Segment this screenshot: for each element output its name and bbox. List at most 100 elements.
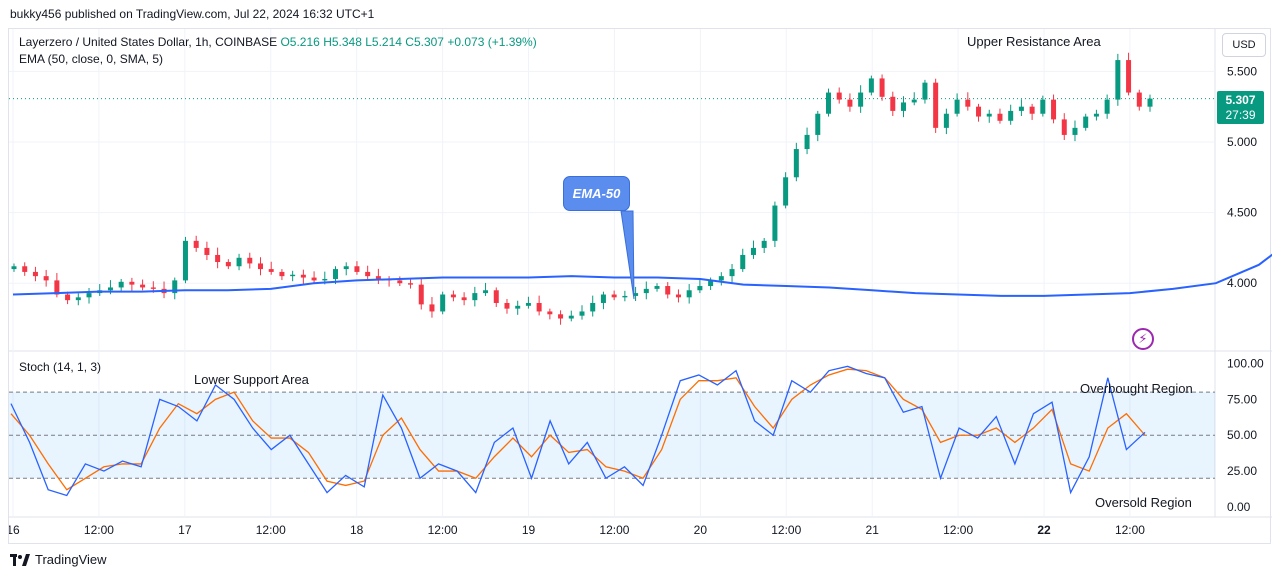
tradingview-logo-icon bbox=[10, 553, 30, 566]
symbol-name: Layerzero / United States Dollar, 1h, CO… bbox=[19, 35, 278, 49]
candle-body bbox=[1072, 127, 1078, 135]
upper-resistance-label: Upper Resistance Area bbox=[967, 34, 1101, 49]
stoch-k-line bbox=[10, 365, 1146, 497]
candle-body bbox=[911, 99, 917, 103]
stoch-tick-label: 75.00 bbox=[1227, 392, 1257, 406]
high-value: H5.348 bbox=[323, 35, 362, 49]
candle-body bbox=[804, 134, 810, 150]
candle-body bbox=[268, 269, 274, 272]
price-tick-label: 4.500 bbox=[1227, 206, 1257, 220]
ema-50-line bbox=[12, 253, 1272, 297]
candle-body bbox=[986, 113, 992, 117]
candle-body bbox=[172, 280, 178, 294]
stoch-tick-label: 0.00 bbox=[1227, 500, 1251, 514]
candle-body bbox=[225, 262, 231, 267]
time-tick-label: 18 bbox=[350, 523, 364, 537]
ema-callout-pointer bbox=[620, 210, 635, 300]
candle-body bbox=[354, 266, 360, 272]
candle-body bbox=[483, 290, 489, 294]
time-tick-label: 22 bbox=[1037, 523, 1051, 537]
price-tick-label: 5.500 bbox=[1227, 64, 1257, 78]
bar-countdown: 27:39 bbox=[1225, 108, 1256, 122]
candle-body bbox=[43, 276, 49, 281]
candle-body bbox=[922, 82, 928, 100]
candle-body bbox=[429, 304, 435, 312]
time-tick-label: 20 bbox=[694, 523, 708, 537]
chart-frame[interactable]: 16 12:00 17 12:00 18 12:00 19 12:00 20 12:00 21 12:… bbox=[8, 28, 1272, 545]
candle-body bbox=[858, 92, 864, 107]
candle-body bbox=[825, 92, 831, 114]
candle-body bbox=[643, 288, 649, 294]
candle-body bbox=[686, 290, 692, 298]
candle-body bbox=[654, 286, 660, 289]
candle-body bbox=[815, 113, 821, 135]
candle-body bbox=[933, 82, 939, 128]
candle-body bbox=[343, 266, 349, 270]
candle-body bbox=[1104, 99, 1110, 114]
change-value: +0.073 (+1.39%) bbox=[447, 35, 537, 49]
publisher-bar: bukky456 published on TradingView.com, J… bbox=[0, 0, 1281, 28]
candle-body bbox=[965, 99, 971, 107]
open-value: O5.216 bbox=[280, 35, 320, 49]
candle-body bbox=[901, 102, 907, 111]
candle-body bbox=[750, 247, 756, 255]
time-tick-label: 12:00 bbox=[771, 523, 801, 537]
last-price: 5.307 bbox=[1225, 93, 1256, 107]
tradingview-brand: TradingView bbox=[35, 552, 107, 567]
candle-body bbox=[204, 247, 210, 255]
candle-body bbox=[322, 278, 328, 281]
ema-legend[interactable]: EMA (50, close, 0, SMA, 5) bbox=[19, 52, 164, 66]
candle-body bbox=[193, 240, 199, 248]
stoch-tick-label: 50.00 bbox=[1227, 428, 1257, 442]
candle-body bbox=[1136, 92, 1142, 107]
candle-body bbox=[943, 113, 949, 128]
candle-body bbox=[761, 240, 767, 248]
lightning-icon[interactable]: ⚡ bbox=[1132, 328, 1154, 350]
candle-body bbox=[461, 297, 467, 301]
candle-body bbox=[997, 113, 1003, 121]
time-tick-label: 12:00 bbox=[1115, 523, 1145, 537]
oversold-label: Oversold Region bbox=[1095, 495, 1192, 510]
candle-body bbox=[311, 277, 317, 281]
candle-body bbox=[300, 274, 306, 278]
candle-body bbox=[11, 266, 17, 270]
symbol-legend: Layerzero / United States Dollar, 1h, CO… bbox=[19, 35, 537, 49]
time-tick-label: 12:00 bbox=[84, 523, 114, 537]
candle-body bbox=[697, 286, 703, 291]
candle-body bbox=[22, 266, 28, 272]
candle-body bbox=[536, 302, 542, 312]
time-tick-label: 12:00 bbox=[599, 523, 629, 537]
candle-body bbox=[1083, 116, 1089, 128]
publisher-text: bukky456 published on TradingView.com, J… bbox=[10, 7, 375, 21]
candle-body bbox=[215, 254, 221, 263]
tradingview-footer[interactable]: TradingView bbox=[10, 552, 107, 567]
candle-body bbox=[868, 78, 874, 93]
candle-body bbox=[182, 240, 188, 281]
candle-body bbox=[75, 297, 81, 301]
close-value: C5.307 bbox=[405, 35, 444, 49]
stoch-legend[interactable]: Stoch (14, 1, 3) bbox=[19, 360, 102, 374]
candle-body bbox=[65, 294, 71, 301]
price-tick-label: 5.000 bbox=[1227, 135, 1257, 149]
candle-body bbox=[622, 295, 628, 298]
candle-body bbox=[708, 280, 714, 287]
candle-body bbox=[32, 271, 38, 277]
candle-body bbox=[1126, 60, 1132, 93]
time-tick-label: 21 bbox=[866, 523, 880, 537]
candle-body bbox=[590, 302, 596, 312]
currency-selector[interactable]: USD bbox=[1222, 33, 1266, 57]
candle-body bbox=[257, 263, 263, 270]
time-tick-label: 12:00 bbox=[428, 523, 458, 537]
candle-body bbox=[397, 280, 403, 284]
candle-body bbox=[247, 257, 253, 264]
candle-body bbox=[107, 287, 113, 291]
lower-support-label: Lower Support Area bbox=[194, 372, 309, 387]
candle-body bbox=[879, 78, 885, 97]
candle-body bbox=[515, 305, 521, 309]
candle-body bbox=[890, 96, 896, 111]
chart-canvas[interactable]: 16 12:00 17 12:00 18 12:00 19 12:00 20 12:00 21 12:… bbox=[9, 29, 1272, 545]
low-value: L5.214 bbox=[365, 35, 402, 49]
candle-body bbox=[504, 302, 510, 309]
candle-body bbox=[1008, 110, 1014, 121]
candle-body bbox=[836, 92, 842, 100]
